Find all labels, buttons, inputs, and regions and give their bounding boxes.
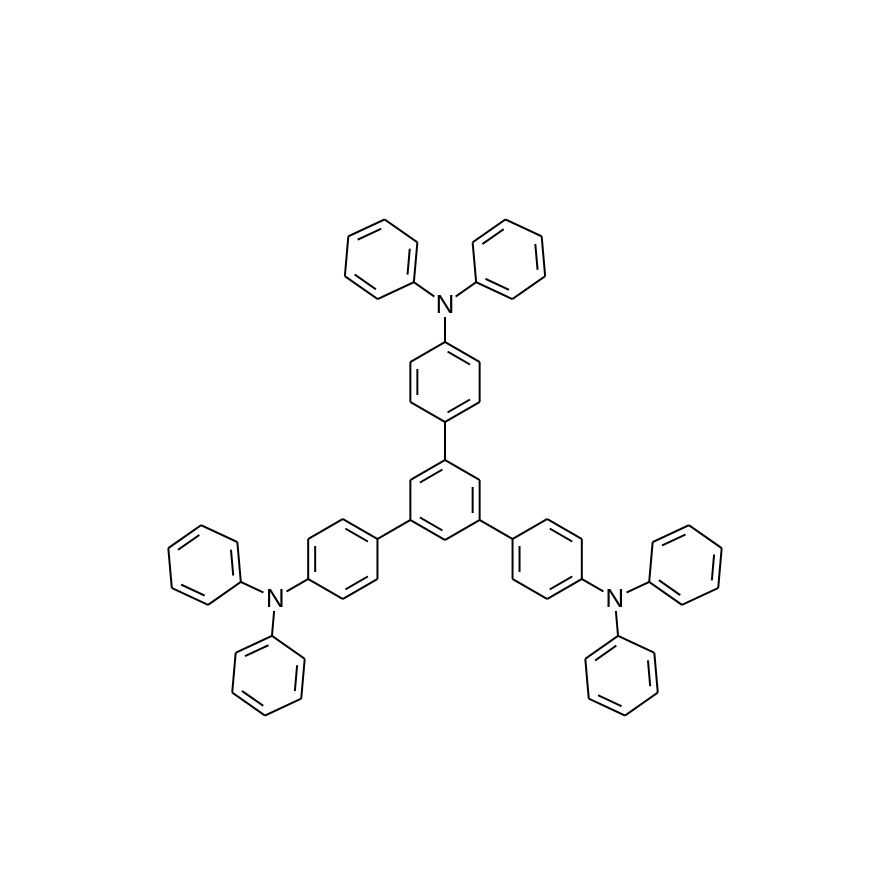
svg-text:N: N: [605, 583, 624, 613]
svg-text:N: N: [266, 583, 285, 613]
svg-text:N: N: [436, 289, 455, 319]
molecule-diagram: N N N: [0, 0, 890, 890]
